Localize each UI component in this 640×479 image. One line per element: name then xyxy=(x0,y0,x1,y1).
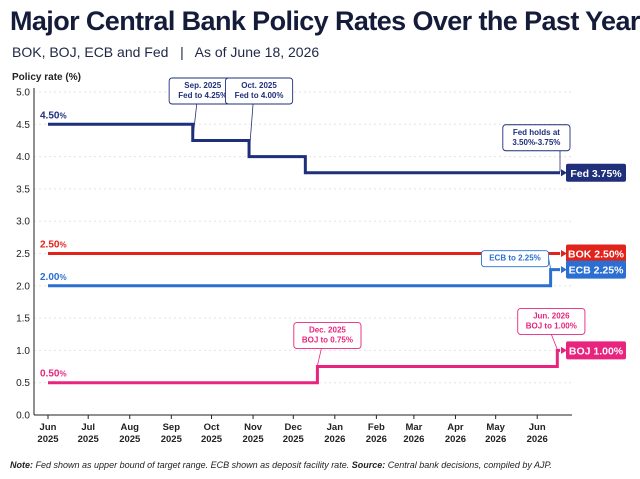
y-tick-label: 1.5 xyxy=(16,314,30,325)
x-tick-label-month: Jun xyxy=(529,422,546,433)
annotation-box xyxy=(224,77,294,105)
end-arrow-fed xyxy=(561,169,567,177)
y-tick-label: 2.0 xyxy=(16,281,30,292)
series-line-fed xyxy=(48,122,560,175)
annotation-text: 3.50%-3.75% xyxy=(512,138,560,147)
end-label-bok: BOK 2.50% xyxy=(566,244,626,263)
x-tick-label-year: 2025 xyxy=(283,434,305,445)
x-tick-label-month: Feb xyxy=(368,422,385,433)
annotation-leader xyxy=(550,334,558,350)
start-label-ecb: 2.00% xyxy=(40,272,67,283)
start-label-boj: 0.50% xyxy=(40,369,67,380)
x-tick-label-month: Apr xyxy=(447,422,464,433)
y-axis-title: Policy rate (%) xyxy=(12,72,81,83)
source-label: Source: xyxy=(351,460,386,470)
end-arrow-boj xyxy=(561,346,567,354)
annotation-box xyxy=(517,307,586,335)
subtitle-banks: BOK, BOJ, ECB and Fed xyxy=(12,44,169,60)
y-tick-label: 0.5 xyxy=(16,378,30,389)
x-tick-label-year: 2026 xyxy=(485,434,506,445)
end-label-ecb: ECB 2.25% xyxy=(566,260,626,279)
x-tick-label-year: 2025 xyxy=(119,434,141,445)
note-text: Fed shown as upper bound of target range… xyxy=(35,460,350,470)
source-text: Central bank decisions, compiled by AJP. xyxy=(387,460,552,470)
end-label-box xyxy=(566,244,626,263)
x-tick-label-month: Mar xyxy=(405,422,422,433)
y-tick-label: 1.0 xyxy=(16,346,30,357)
annotation-box xyxy=(502,124,571,152)
annotation-text: Sep. 2025 xyxy=(184,81,221,90)
start-label-fed: 4.50% xyxy=(40,110,67,121)
end-label-box xyxy=(566,341,626,360)
subtitle-date: As of June 18, 2026 xyxy=(194,44,320,60)
end-label-text: ECB 2.25% xyxy=(569,265,625,277)
x-tick-label-month: Nov xyxy=(244,422,263,433)
y-tick-label: 5.0 xyxy=(16,88,30,99)
annotation-text: Fed holds at xyxy=(513,128,560,137)
annotation-leader xyxy=(317,348,322,366)
y-tick-label: 4.0 xyxy=(16,152,30,163)
x-tick-label-year: 2026 xyxy=(527,434,548,445)
annotation-text: Oct. 2025 xyxy=(241,81,277,90)
x-tick-label-month: Aug xyxy=(121,422,140,433)
end-label-box xyxy=(566,260,626,279)
y-tick-label: 3.0 xyxy=(16,217,30,228)
y-tick-label: 3.5 xyxy=(16,184,30,195)
end-label-box xyxy=(566,163,626,182)
annotation-text: BOJ to 0.75% xyxy=(302,336,353,345)
x-tick-label-month: May xyxy=(486,422,505,433)
chart-title: Major Central Bank Policy Rates Over the… xyxy=(10,6,640,36)
annotation-text: Jun. 2026 xyxy=(533,311,570,320)
x-tick-label-year: 2025 xyxy=(242,434,264,445)
x-tick-label-year: 2025 xyxy=(37,434,59,445)
x-tick-label-month: Dec xyxy=(285,422,302,433)
x-tick-label-year: 2025 xyxy=(161,434,183,445)
x-tick-label-month: Jun xyxy=(40,422,57,433)
series-line-ecb xyxy=(48,268,560,288)
y-tick-label: 4.5 xyxy=(16,120,30,131)
end-arrow-bok xyxy=(561,250,567,257)
end-label-boj: BOJ 1.00% xyxy=(566,341,626,360)
annotation-text: Dec. 2025 xyxy=(309,326,346,335)
annotation-text: BOJ to 1.00% xyxy=(526,321,577,330)
start-label-bok: 2.50% xyxy=(40,240,67,251)
x-tick-label-year: 2026 xyxy=(445,434,466,445)
annotation-leader xyxy=(192,103,198,140)
annotation-callout: ECB to 2.25% xyxy=(480,250,552,269)
annotation-text: Fed to 4.00% xyxy=(235,91,284,100)
x-tick-label-month: Sep xyxy=(163,422,181,433)
x-tick-label-month: Oct xyxy=(204,422,221,433)
x-tick-label-month: Jan xyxy=(327,422,344,433)
x-tick-label-year: 2026 xyxy=(324,434,345,445)
subtitle-separator: | xyxy=(172,44,192,60)
x-tick-label-month: Jul xyxy=(81,422,95,433)
note-label: Note: xyxy=(10,460,33,470)
x-tick-label-year: 2026 xyxy=(403,434,424,445)
end-label-text: Fed 3.75% xyxy=(570,168,622,180)
x-tick-label-year: 2025 xyxy=(78,434,100,445)
chart-subtitle: BOK, BOJ, ECB and Fed | As of June 18, 2… xyxy=(12,44,319,60)
end-label-text: BOJ 1.00% xyxy=(569,345,624,357)
end-label-text: BOK 2.50% xyxy=(568,249,625,261)
x-tick-label-year: 2025 xyxy=(201,434,223,445)
annotation-text: Fed to 4.25% xyxy=(178,91,227,100)
annotation-leader xyxy=(248,103,254,156)
chart-note: Note: Fed shown as upper bound of target… xyxy=(10,460,630,470)
annotation-text: ECB to 2.25% xyxy=(489,254,541,263)
annotation-box xyxy=(480,250,550,268)
annotation-box xyxy=(293,322,362,349)
end-arrow-ecb xyxy=(561,266,567,274)
x-tick-label-year: 2026 xyxy=(366,434,387,445)
annotation-callout: Fed holds at3.50%-3.75% xyxy=(502,124,571,172)
end-label-fed: Fed 3.75% xyxy=(566,163,626,182)
y-tick-label: 0.0 xyxy=(16,411,30,422)
y-tick-label: 2.5 xyxy=(16,249,30,260)
series-line-boj xyxy=(48,348,560,385)
